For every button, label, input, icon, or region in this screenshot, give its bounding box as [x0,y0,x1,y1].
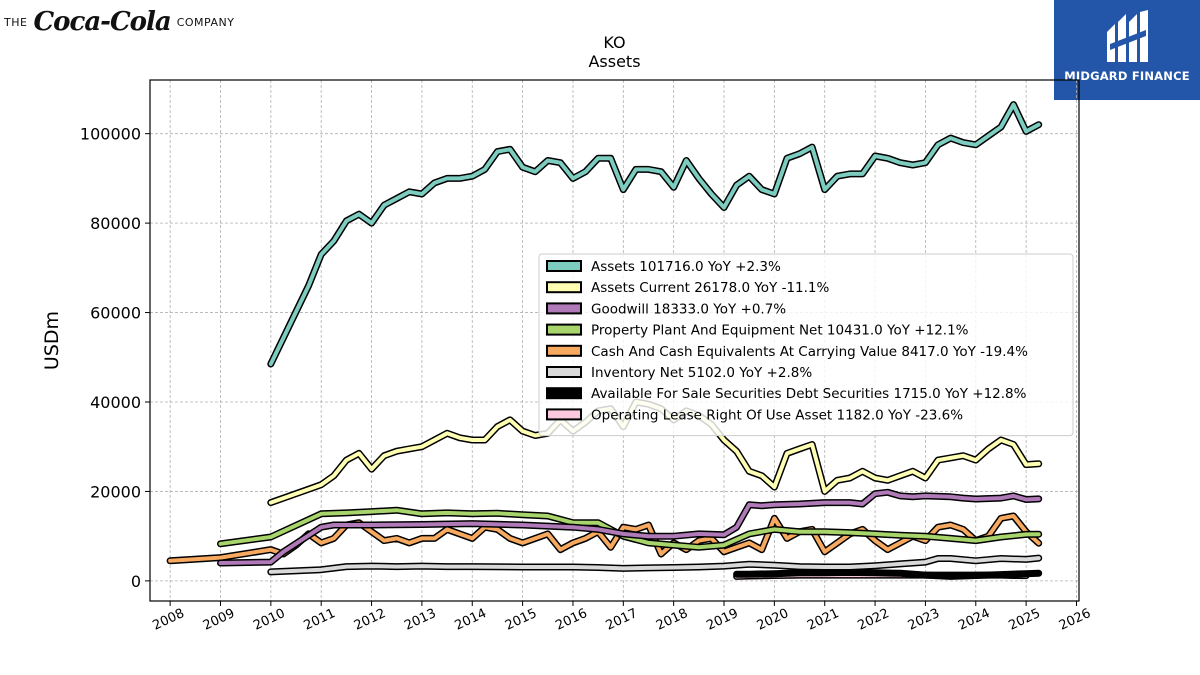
y-tick-label: 20000 [90,482,141,501]
x-tick-label: 2010 [251,606,287,634]
legend-label: Inventory Net 5102.0 YoY +2.8% [591,365,812,381]
goodwill-line [218,490,1041,565]
x-tick-label: 2012 [352,606,388,634]
legend-label: Assets Current 26178.0 YoY -11.1% [591,280,830,296]
available-for-sale-securities-debt-securities-line [734,570,1041,579]
midgard-finance-name: MIDGARD FINANCE [1064,69,1190,83]
x-tick-label: 2015 [503,606,539,634]
legend-box [538,253,1074,437]
legend-label: Operating Lease Right Of Use Asset 1182.… [591,407,963,423]
inventory-net-line [268,556,1041,574]
x-tick-label: 2014 [453,606,489,634]
x-tick-label: 2024 [956,606,992,634]
logo-suffix: COMPANY [176,15,235,29]
midgard-mark-icon [1107,10,1148,62]
y-tick-label: 100000 [80,125,141,144]
x-tick-label: 2022 [855,606,891,634]
x-tick-label: 2013 [402,606,438,634]
cash-and-cash-equivalents-at-carrying-value-line [168,514,1041,563]
x-tick-label: 2019 [704,606,740,634]
logo-script: Coca-Cola [33,7,171,37]
legend-label: Available For Sale Securities Debt Secur… [591,386,1027,402]
legend-swatch [546,260,582,272]
plot-frame [149,79,1080,602]
x-tick-label: 2020 [755,606,791,634]
legend-swatch [546,366,582,378]
x-tick-label: 2018 [654,606,690,634]
legend: Assets 101716.0 YoY +2.3% Assets Current … [538,253,1074,437]
y-axis-label: USDm [41,311,63,370]
x-tick-label: 2016 [553,606,589,634]
legend-swatch [546,281,582,294]
y-tick-label: 0 [131,572,141,591]
x-tick-label: 2008 [150,606,186,634]
assets-line [268,102,1041,366]
x-tick-label: 2021 [805,606,841,634]
x-tick-label: 2009 [201,606,237,634]
chart-subtitle: Assets [588,52,640,71]
y-tick-label: 40000 [90,393,141,412]
logo-prefix: THE [4,15,28,29]
property-plant-and-equipment-net-line [218,508,1041,550]
y-tick-label: 80000 [90,214,141,233]
x-tick-label: 2026 [1057,606,1093,634]
legend-swatch [546,323,582,336]
legend-swatch [546,344,582,357]
legend-label: Goodwill 18333.0 YoY +0.7% [591,301,786,317]
legend-swatch [546,408,582,421]
x-tick-label: 2025 [1006,606,1042,634]
legend-label: Cash And Cash Equivalents At Carrying Va… [591,344,1028,360]
coca-cola-company-logo: THE Coca-Cola COMPANY [4,2,234,42]
x-tick-label: 2011 [302,606,338,634]
x-tick-label: 2023 [906,606,942,634]
legend-label: Property Plant And Equipment Net 10431.0… [591,323,969,339]
legend-swatch [546,387,582,400]
legend-label: Assets 101716.0 YoY +2.3% [591,259,781,275]
chart-title: KO [603,33,625,52]
series-lines [166,101,1043,580]
midgard-finance-logo: MIDGARD FINANCE [1054,0,1200,100]
x-tick-label: 2017 [604,606,640,634]
y-tick-label: 60000 [90,304,141,323]
legend-swatch [546,302,582,315]
